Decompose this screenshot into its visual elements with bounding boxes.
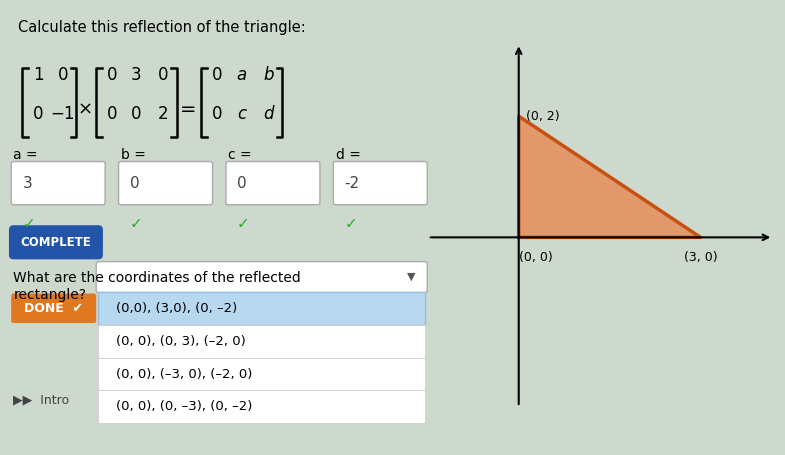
Text: (0, 0), (–3, 0), (–2, 0): (0, 0), (–3, 0), (–2, 0) bbox=[116, 368, 253, 380]
FancyBboxPatch shape bbox=[334, 162, 427, 205]
Text: ▶▶  Intro: ▶▶ Intro bbox=[13, 394, 70, 407]
FancyBboxPatch shape bbox=[98, 390, 425, 423]
Text: (0, 0), (0, 3), (–2, 0): (0, 0), (0, 3), (–2, 0) bbox=[116, 335, 246, 348]
Text: a: a bbox=[236, 66, 246, 84]
Text: 0: 0 bbox=[158, 66, 169, 84]
Text: c =: c = bbox=[228, 147, 252, 162]
Text: =: = bbox=[180, 100, 196, 119]
Text: 0: 0 bbox=[33, 105, 43, 123]
Text: ✓: ✓ bbox=[130, 216, 143, 231]
FancyBboxPatch shape bbox=[98, 292, 425, 325]
FancyBboxPatch shape bbox=[11, 293, 97, 323]
Text: DONE  ✔: DONE ✔ bbox=[24, 302, 83, 315]
Text: ✓: ✓ bbox=[22, 216, 35, 231]
Text: (0, 2): (0, 2) bbox=[526, 110, 560, 123]
Text: 0: 0 bbox=[237, 176, 246, 191]
Text: 2: 2 bbox=[158, 105, 169, 123]
Text: 1: 1 bbox=[33, 66, 43, 84]
Text: 0: 0 bbox=[131, 105, 142, 123]
FancyBboxPatch shape bbox=[98, 358, 425, 390]
FancyBboxPatch shape bbox=[97, 262, 427, 293]
Text: ✓: ✓ bbox=[345, 216, 357, 231]
Text: 0: 0 bbox=[107, 66, 117, 84]
FancyBboxPatch shape bbox=[9, 225, 103, 259]
Text: 0: 0 bbox=[57, 66, 68, 84]
Text: 0: 0 bbox=[212, 66, 222, 84]
Text: 3: 3 bbox=[131, 66, 142, 84]
Text: d: d bbox=[263, 105, 274, 123]
Text: −1: −1 bbox=[50, 105, 75, 123]
Text: (3, 0): (3, 0) bbox=[684, 251, 717, 264]
Text: What are the coordinates of the reflected: What are the coordinates of the reflecte… bbox=[13, 271, 301, 285]
Text: c: c bbox=[237, 105, 246, 123]
Text: (0,0), (3,0), (0, –2): (0,0), (3,0), (0, –2) bbox=[116, 302, 238, 315]
Text: 0: 0 bbox=[107, 105, 117, 123]
Text: -2: -2 bbox=[345, 176, 360, 191]
Text: COMPLETE: COMPLETE bbox=[20, 236, 91, 248]
Text: 3: 3 bbox=[22, 176, 32, 191]
Text: b: b bbox=[263, 66, 274, 84]
FancyBboxPatch shape bbox=[226, 162, 320, 205]
FancyBboxPatch shape bbox=[98, 325, 425, 358]
Text: ▼: ▼ bbox=[407, 272, 416, 282]
Text: (0, 0): (0, 0) bbox=[519, 251, 553, 264]
Text: a =: a = bbox=[13, 147, 38, 162]
Polygon shape bbox=[519, 116, 700, 238]
Text: b =: b = bbox=[121, 147, 146, 162]
Text: (0, 0), (0, –3), (0, –2): (0, 0), (0, –3), (0, –2) bbox=[116, 400, 253, 413]
FancyBboxPatch shape bbox=[11, 162, 105, 205]
Text: ✓: ✓ bbox=[237, 216, 250, 231]
Text: Calculate this reflection of the triangle:: Calculate this reflection of the triangl… bbox=[18, 20, 305, 35]
Text: d =: d = bbox=[335, 147, 360, 162]
FancyBboxPatch shape bbox=[119, 162, 213, 205]
Text: ×: × bbox=[78, 100, 93, 118]
Text: 0: 0 bbox=[130, 176, 140, 191]
Text: rectangle?: rectangle? bbox=[13, 288, 86, 302]
Text: 0: 0 bbox=[212, 105, 222, 123]
